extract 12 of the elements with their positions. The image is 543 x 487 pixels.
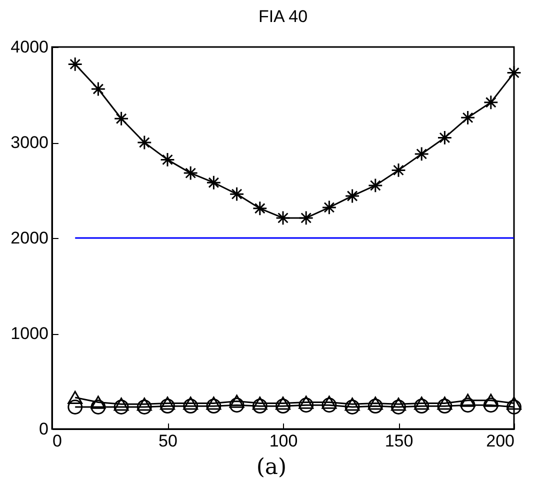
chart-title: FIA 40	[258, 7, 308, 26]
x-tick-label: 200	[486, 432, 514, 450]
y-tick-label: 4000	[10, 38, 48, 56]
x-tick-label: 0	[52, 432, 62, 450]
y-tick-label: 3000	[10, 133, 48, 152]
x-tick-label: 150	[384, 432, 414, 450]
x-tick-label: 100	[269, 432, 298, 450]
y-tick-label: 1000	[10, 324, 48, 343]
y-tick-label: 0	[39, 420, 48, 438]
x-tick-label: 50	[158, 432, 178, 450]
y-tick-label: 2000	[10, 228, 48, 248]
text: (a)	[255, 455, 288, 480]
